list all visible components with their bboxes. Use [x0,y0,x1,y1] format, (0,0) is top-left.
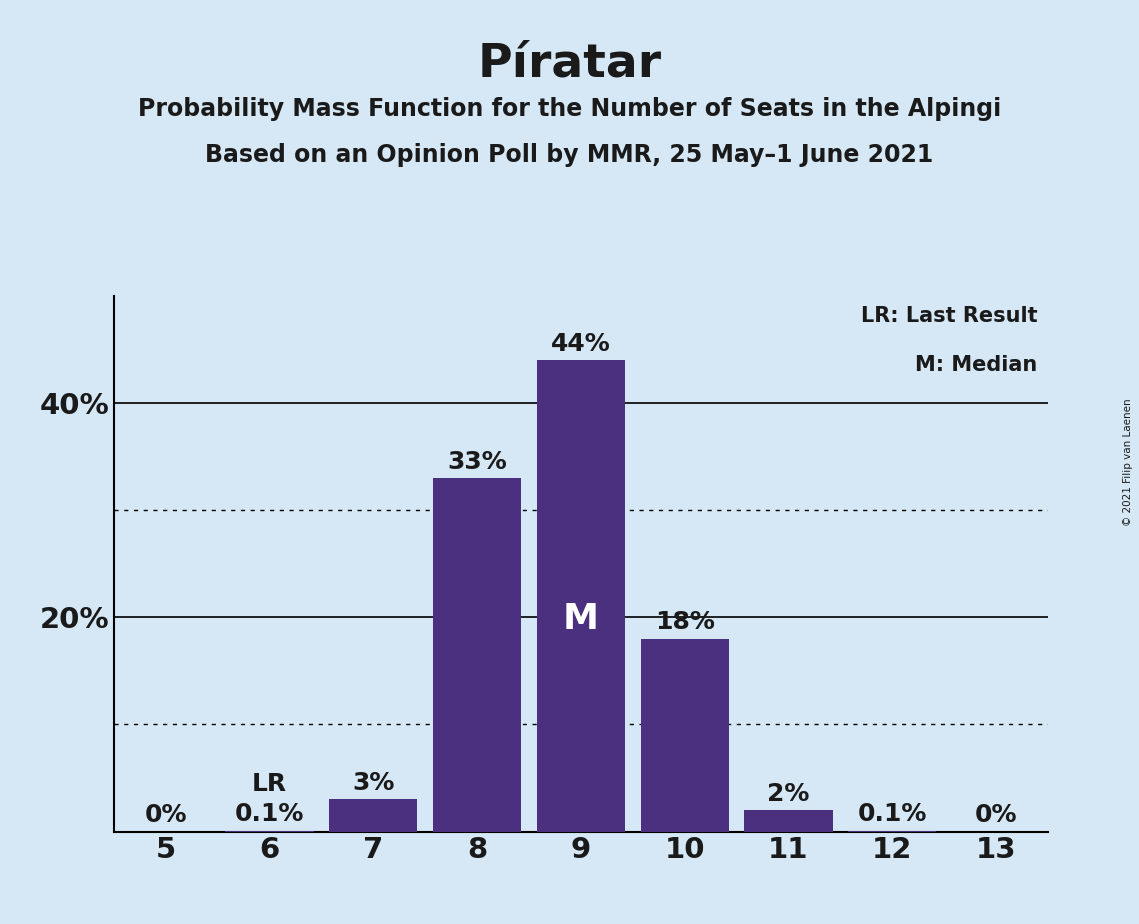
Text: 0%: 0% [145,803,187,827]
Bar [536,360,625,832]
Text: Píratar: Píratar [477,42,662,87]
Text: 0%: 0% [975,803,1017,827]
Text: 33%: 33% [448,450,507,474]
Bar [849,831,936,832]
Text: Probability Mass Function for the Number of Seats in the Alpingi: Probability Mass Function for the Number… [138,97,1001,121]
Text: 0.1%: 0.1% [858,802,927,826]
Text: Based on an Opinion Poll by MMR, 25 May–1 June 2021: Based on an Opinion Poll by MMR, 25 May–… [205,143,934,167]
Text: LR: LR [252,772,287,796]
Bar [640,638,729,832]
Text: 2%: 2% [768,782,810,806]
Text: M: M [563,602,599,637]
Text: LR: Last Result: LR: Last Result [861,307,1038,326]
Text: M: Median: M: Median [916,355,1038,374]
Bar [329,799,418,832]
Bar [433,478,522,832]
Text: 3%: 3% [352,772,394,796]
Text: © 2021 Filip van Laenen: © 2021 Filip van Laenen [1123,398,1133,526]
Bar [744,810,833,832]
Text: 18%: 18% [655,611,714,635]
Text: 0.1%: 0.1% [235,802,304,826]
Text: 44%: 44% [551,332,611,356]
Bar [226,831,313,832]
